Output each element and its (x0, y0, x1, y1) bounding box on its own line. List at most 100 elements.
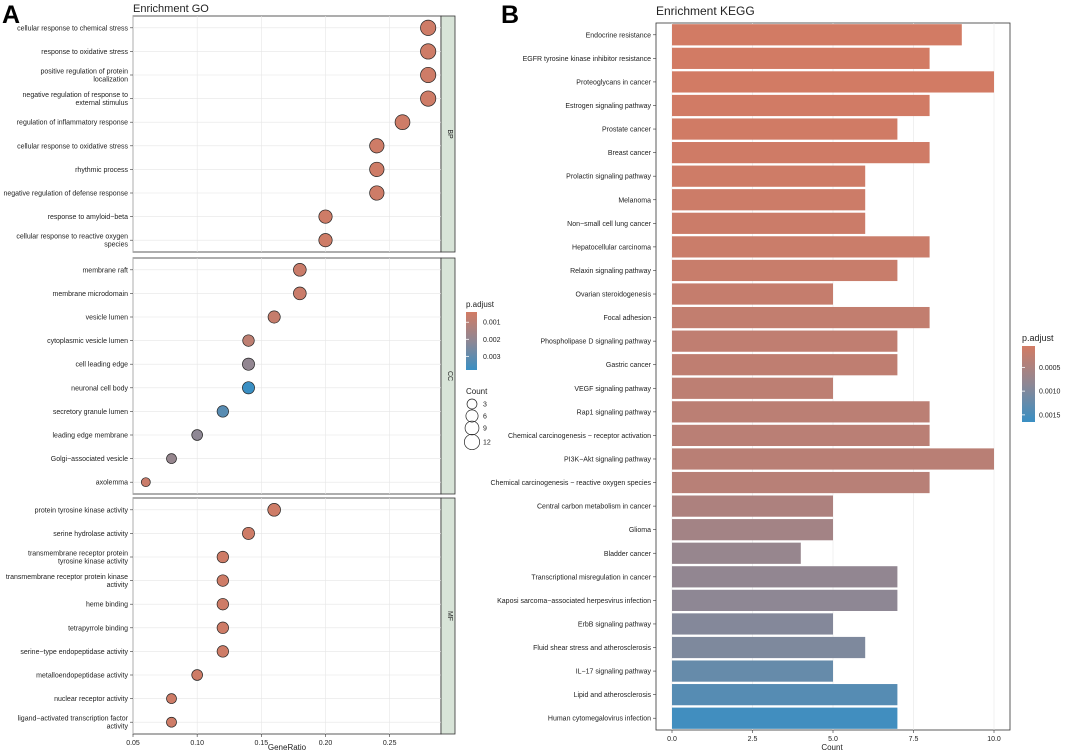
panel-b-letter: B (501, 1, 519, 29)
go-term-label: cellular response to oxidative stress (17, 143, 128, 150)
kegg-pathway-label: Central carbon metabolism in cancer (537, 504, 652, 511)
go-dot (420, 66, 437, 84)
kegg-bar (672, 212, 866, 234)
kegg-bar (672, 401, 930, 423)
go-dot (216, 598, 229, 611)
go-size-legend-title: Count (466, 387, 488, 396)
kegg-pathway-label: Fluid shear stress and atherosclerosis (533, 645, 651, 652)
go-term-label: membrane raft (82, 267, 128, 274)
go-dot (191, 669, 203, 681)
kegg-pathway-label: Proteoglycans in cancer (576, 79, 651, 86)
kegg-x-tick-label: 10.0 (987, 736, 1001, 743)
kegg-pathway-label: PI3K−Akt signaling pathway (564, 456, 651, 463)
go-facet-strip-label: MF (446, 611, 453, 621)
kegg-bar (672, 283, 833, 305)
go-color-legend-tick-label: 0.002 (483, 337, 501, 344)
go-dot (216, 405, 229, 418)
go-term-label: transmembrane receptor protein tyrosine k… (28, 551, 128, 566)
go-size-legend-circle (464, 420, 480, 436)
go-size-legend-label: 9 (483, 426, 487, 433)
go-x-tick-label: 0.25 (383, 740, 397, 747)
go-dot (216, 550, 229, 564)
go-dot (191, 429, 203, 441)
go-dot (242, 526, 255, 540)
go-term-label: negative regulation of response to extern… (23, 92, 129, 107)
kegg-pathway-label: Lipid and atherosclerosis (574, 692, 652, 699)
go-term-label: vesicle lumen (86, 315, 129, 322)
kegg-pathway-label: Phospholipase D signaling pathway (540, 339, 651, 346)
go-size-legend-circle (465, 409, 479, 423)
kegg-pathway-label: Melanoma (618, 197, 651, 204)
go-term-label: tetrapyrrole binding (68, 625, 128, 632)
go-dot (369, 185, 385, 201)
kegg-pathway-label: Bladder cancer (604, 551, 652, 558)
go-term-label: response to amyloid−beta (48, 214, 128, 221)
go-term-label: protein tyrosine kinase activity (35, 507, 129, 514)
go-chart-title: Enrichment GO (133, 3, 209, 15)
kegg-bar (672, 306, 930, 329)
go-term-label: cell leading edge (75, 362, 128, 369)
go-term-label: rhythmic process (75, 167, 128, 174)
go-dot (216, 621, 229, 634)
kegg-bar (672, 118, 898, 140)
go-facet-strip-label: BP (446, 129, 453, 139)
kegg-pathway-label: Glioma (629, 527, 651, 534)
go-term-label: response to oxidative stress (41, 49, 128, 56)
kegg-bar (672, 542, 801, 564)
kegg-bar (672, 189, 866, 211)
go-term-label: secretory granule lumen (53, 409, 128, 416)
go-color-legend-title: p.adjust (466, 300, 495, 309)
kegg-color-legend-bar (1022, 346, 1035, 422)
kegg-bar (672, 613, 833, 635)
go-term-label: cellular response to chemical stress (17, 25, 128, 32)
kegg-bar (672, 71, 994, 93)
go-term-label: regulation of inflammatory response (17, 120, 128, 127)
go-dot (242, 381, 255, 395)
kegg-pathway-label: Transcriptional misregulation in cancer (531, 574, 651, 581)
kegg-color-legend-title: p.adjust (1022, 333, 1054, 343)
kegg-bar (672, 636, 866, 659)
kegg-bar (672, 566, 898, 588)
kegg-bar (672, 330, 898, 352)
go-dot (318, 233, 333, 248)
go-term-label: metalloendopeptidase activity (36, 673, 128, 680)
go-color-legend-tick-label: 0.003 (483, 354, 501, 361)
go-dot (420, 90, 437, 107)
go-dot (166, 453, 177, 464)
go-color-legend-tick-label: 0.001 (483, 320, 501, 327)
kegg-pathway-label: Human cytomegalovirus infection (548, 716, 651, 723)
go-facet-strip (440, 257, 456, 495)
kegg-pathway-label: VEGF signaling pathway (574, 386, 651, 393)
kegg-pathway-label: Focal adhesion (604, 315, 652, 322)
kegg-bar (672, 448, 994, 470)
kegg-x-tick-label: 0.0 (667, 736, 677, 743)
go-facet-mf: MF protein tyrosine kinase activity serine… (6, 497, 456, 735)
kegg-bar (672, 94, 930, 117)
go-dot (420, 19, 437, 36)
kegg-bar (672, 165, 866, 187)
go-dot (242, 357, 255, 371)
kegg-pathway-label: Relaxin signaling pathway (570, 268, 651, 275)
go-x-tick-label: 0.20 (319, 740, 333, 747)
kegg-pathway-label: Gastric cancer (606, 362, 652, 369)
kegg-bar (672, 519, 833, 541)
kegg-pathway-label: Ovarian steroidogenesis (576, 292, 652, 299)
go-facet-strip (440, 15, 456, 253)
kegg-pathway-label: Endocrine resistance (586, 32, 651, 39)
go-facet-bp: BP cellular response to chemical stress re… (3, 15, 456, 253)
go-term-label: ligand−activated transcription factor act… (18, 716, 129, 731)
go-dotplot-panel: Enrichment GO BP cellular response to che… (3, 3, 500, 752)
kegg-bar (672, 142, 930, 164)
kegg-x-axis-label: Count (821, 743, 843, 752)
kegg-chart-title: Enrichment KEGG (656, 4, 755, 18)
kegg-bar (672, 236, 930, 258)
go-dot (267, 503, 281, 517)
kegg-pathway-label: Kaposi sarcoma−associated herpesvirus in… (497, 598, 651, 605)
kegg-barplot-panel: Enrichment KEGG 0.0 2.5 5.0 7.5 10.0 Endocrin… (491, 4, 1061, 752)
go-term-label: Golgi−associated vesicle (51, 456, 128, 463)
go-dot (318, 209, 333, 224)
go-term-label: nuclear receptor activity (54, 696, 128, 703)
go-dot (267, 310, 281, 324)
kegg-bar (672, 495, 833, 517)
